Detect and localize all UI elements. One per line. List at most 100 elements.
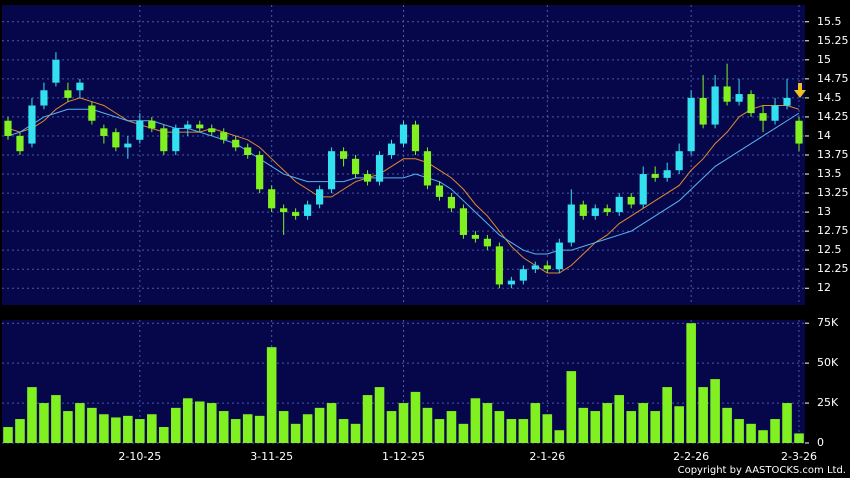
candle-body	[447, 196, 456, 209]
candle-body	[519, 269, 527, 281]
candle-body	[40, 90, 48, 106]
candle-body	[747, 94, 755, 114]
volume-bar	[398, 403, 409, 443]
volume-bar	[626, 411, 637, 443]
candle-body	[268, 189, 276, 209]
volume-bar	[494, 411, 505, 443]
candle-body	[136, 120, 144, 140]
candle-body	[615, 196, 623, 213]
volume-bar	[410, 391, 421, 443]
volume-bar	[350, 423, 361, 443]
candle-body	[304, 204, 312, 216]
candle-body	[723, 86, 731, 102]
candle-body	[196, 124, 204, 129]
x-tick-label: 2-10-25	[118, 450, 161, 463]
volume-bar	[194, 401, 205, 443]
candle-body	[387, 143, 396, 155]
volume-bar	[506, 419, 517, 443]
volume-bar	[230, 419, 241, 443]
volume-bar	[338, 419, 349, 443]
volume-bar	[590, 411, 601, 443]
y-tick-label: 14	[817, 129, 831, 142]
volume-bar	[422, 407, 433, 443]
candle-body	[292, 212, 300, 216]
candle-body	[28, 105, 36, 144]
y-tick-label: 13.75	[817, 148, 849, 161]
y-tick-label: 13	[817, 205, 831, 218]
candle-body	[124, 143, 132, 148]
candle-body	[639, 174, 647, 205]
candle-body	[411, 124, 420, 152]
y-tick-label: 15.5	[817, 15, 842, 28]
candle-body	[759, 113, 767, 121]
volume-bar	[578, 407, 589, 443]
candle-body	[483, 238, 491, 247]
volume-bar	[63, 411, 73, 443]
volume-bar	[266, 347, 277, 443]
volume-bar	[554, 430, 565, 443]
candle-body	[16, 135, 24, 152]
volume-bar	[302, 414, 313, 443]
volume-bar	[254, 415, 265, 443]
volume-bar	[674, 406, 684, 443]
volume-bar	[662, 387, 672, 443]
candle-body	[651, 174, 659, 178]
volume-bar	[758, 430, 768, 443]
volume-bar	[794, 433, 804, 443]
candle-body	[435, 185, 444, 197]
candle-body	[363, 174, 372, 182]
volume-tick-label: 75K	[817, 316, 839, 329]
volume-bar	[386, 411, 397, 443]
volume-bar	[566, 371, 577, 443]
volume-bar	[135, 419, 145, 443]
volume-bar	[698, 387, 708, 443]
volume-bar	[374, 387, 385, 443]
credit: Copyright by AASTOCKS.com Ltd.	[678, 465, 846, 476]
candle-body	[711, 86, 719, 125]
candle-body	[256, 155, 264, 190]
y-tick-label: 14.75	[817, 72, 849, 85]
candle-body	[495, 246, 503, 285]
candle-body	[280, 208, 288, 213]
volume-bar	[182, 398, 193, 443]
y-tick-label: 14.5	[817, 91, 842, 104]
candle-body	[88, 105, 96, 121]
volume-bar	[326, 403, 337, 443]
volume-bar	[746, 423, 756, 443]
y-tick-label: 13.5	[817, 167, 842, 180]
volume-bar	[170, 407, 181, 443]
candle-body	[232, 139, 240, 148]
y-tick-label: 12	[817, 281, 831, 294]
candle-body	[327, 151, 336, 190]
volume-bar	[278, 411, 289, 443]
y-tick-label: 13.25	[817, 186, 849, 199]
x-tick-label: 2-2-26	[673, 450, 709, 463]
volume-bar	[242, 414, 253, 443]
volume-bar	[3, 427, 13, 443]
y-tick-label: 14.25	[817, 110, 849, 123]
volume-bar	[470, 398, 481, 443]
volume-bar	[710, 379, 720, 443]
candle-body	[603, 208, 611, 213]
volume-bar	[27, 387, 37, 443]
candle-body	[627, 196, 635, 205]
candle-body	[579, 204, 587, 216]
candle-body	[459, 208, 468, 235]
x-tick-label: 2-3-26	[781, 450, 817, 463]
volume-bar	[458, 423, 469, 443]
volume-bar	[542, 414, 553, 443]
volume-bar	[314, 407, 325, 443]
volume-bar	[123, 415, 133, 443]
candle-body	[375, 155, 384, 182]
candle-body	[531, 265, 539, 270]
volume-bar	[51, 395, 61, 443]
candle-body	[100, 128, 108, 136]
volume-bar	[446, 411, 457, 443]
volume-bar	[650, 411, 660, 443]
candle-body	[76, 82, 84, 91]
candle-body	[160, 128, 168, 152]
candle-body	[244, 147, 252, 155]
x-tick-label: 2-1-26	[529, 450, 565, 463]
volume-bar	[686, 323, 696, 443]
candle-body	[795, 120, 803, 144]
